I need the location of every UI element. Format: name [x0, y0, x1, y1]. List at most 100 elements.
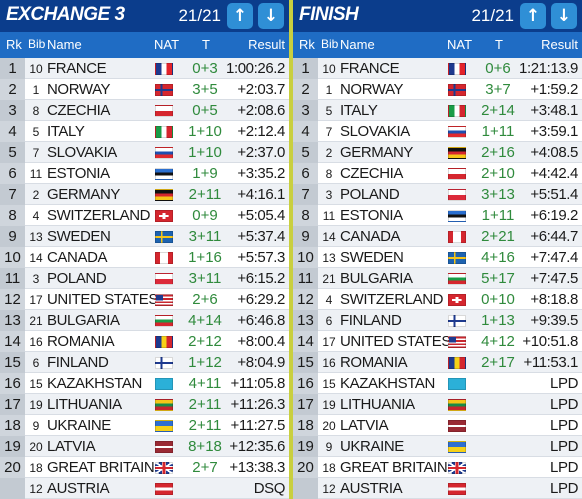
flag-icon-italy: [448, 105, 466, 117]
result-cell: +6:46.8: [237, 312, 285, 329]
team-name: FINLAND: [340, 312, 402, 329]
result-cell: +6:15.2: [237, 270, 285, 287]
penalty-cell: 0+9: [192, 207, 218, 224]
flag-icon-austria: [448, 483, 466, 495]
bib-cell: 3: [325, 188, 333, 202]
table-row: 3 8 CZECHIA 0+5 +2:08.6: [0, 100, 289, 121]
panel-title-bar: FINISH 21/21 ↑ ↓: [293, 0, 582, 32]
rank-cell: 7: [0, 184, 25, 205]
penalty-cell: 2+12: [188, 333, 222, 350]
flag-icon-poland: [155, 273, 173, 285]
col-t: T: [495, 37, 503, 52]
table-row: 19 20 LATVIA 8+18 +12:35.6: [0, 436, 289, 457]
table-row: 20 18 GREAT BRITAIN LPD: [293, 457, 582, 478]
rank-cell: 14: [293, 331, 318, 352]
flag-icon-great-britain: [155, 462, 173, 474]
scroll-down-button[interactable]: ↓: [551, 3, 577, 29]
team-name: ESTONIA: [47, 165, 110, 182]
result-cell: +4:08.5: [530, 144, 578, 161]
team-name: LATVIA: [47, 438, 96, 455]
bib-cell: 18: [322, 461, 336, 475]
result-cell: +6:44.7: [530, 228, 578, 245]
team-name: BULGARIA: [340, 270, 413, 287]
rank-cell: 13: [0, 310, 25, 331]
flag-icon-latvia: [155, 441, 173, 453]
table-row: 12 4 SWITZERLAND 0+10 +8:18.8: [293, 289, 582, 310]
team-name: LITHUANIA: [340, 396, 415, 413]
exchange-results-panel: EXCHANGE 3 21/21 ↑ ↓ Rk Bib Name NAT T R…: [0, 0, 289, 499]
panel-title-bar: EXCHANGE 3 21/21 ↑ ↓: [0, 0, 289, 32]
rank-cell: 5: [0, 142, 25, 163]
rank-cell: 18: [0, 415, 25, 436]
result-cell: +4:16.1: [237, 186, 285, 203]
penalty-cell: 2+14: [481, 102, 515, 119]
rank-cell: 16: [293, 373, 318, 394]
table-row: 5 7 SLOVAKIA 1+10 +2:37.0: [0, 142, 289, 163]
table-row: 20 18 GREAT BRITAIN 2+7 +13:38.3: [0, 457, 289, 478]
result-cell: +7:47.4: [530, 249, 578, 266]
bib-cell: 16: [322, 356, 336, 370]
table-row: 11 21 BULGARIA 5+17 +7:47.5: [293, 268, 582, 289]
result-cell: +11:26.3: [230, 396, 286, 413]
column-header: Rk Bib Name NAT T Result: [293, 32, 582, 58]
results-table: 1 10 FRANCE 0+6 1:21:13.9 2 1 NORWAY 3+7 +1:59.2 3…: [293, 58, 582, 499]
penalty-cell: 2+7: [192, 459, 218, 476]
rank-cell: 8: [293, 205, 318, 226]
rank-cell: 20: [0, 457, 25, 478]
result-cell: +3:35.2: [237, 165, 285, 182]
scroll-down-button[interactable]: ↓: [258, 3, 284, 29]
col-nat: NAT: [154, 37, 180, 52]
flag-icon-switzerland: [155, 210, 173, 222]
team-name: GREAT BRITAIN: [340, 459, 448, 476]
bib-cell: 13: [29, 230, 43, 244]
rank-cell: 11: [293, 268, 318, 289]
bib-cell: 18: [29, 461, 43, 475]
result-cell: LPD: [550, 396, 578, 413]
bib-cell: 16: [29, 335, 43, 349]
bib-cell: 9: [32, 419, 40, 433]
flag-icon-sweden: [448, 252, 466, 264]
table-row: 4 5 ITALY 1+10 +2:12.4: [0, 121, 289, 142]
result-cell: +11:05.8: [230, 375, 286, 392]
scroll-up-button[interactable]: ↑: [520, 3, 546, 29]
result-cell: +2:12.4: [237, 123, 285, 140]
penalty-cell: 2+11: [188, 186, 222, 203]
arrow-down-icon: ↓: [263, 6, 279, 26]
team-name: ESTONIA: [340, 207, 403, 224]
rank-cell: 13: [293, 310, 318, 331]
rank-cell: [293, 478, 318, 499]
flag-icon-canada: [155, 252, 173, 264]
rank-cell: [0, 478, 25, 499]
penalty-cell: 4+12: [481, 333, 515, 350]
panel-title: EXCHANGE 3: [6, 4, 125, 25]
table-row: 9 13 SWEDEN 3+11 +5:37.4: [0, 226, 289, 247]
table-row: 4 7 SLOVAKIA 1+11 +3:59.1: [293, 121, 582, 142]
rank-cell: 2: [0, 79, 25, 100]
table-row: 10 13 SWEDEN 4+16 +7:47.4: [293, 247, 582, 268]
result-cell: +5:57.3: [237, 249, 285, 266]
flag-icon-norway: [448, 84, 466, 96]
bib-cell: 13: [322, 251, 336, 265]
finish-results-panel: FINISH 21/21 ↑ ↓ Rk Bib Name NAT T Resul…: [293, 0, 582, 499]
team-name: ITALY: [340, 102, 378, 119]
bib-cell: 7: [325, 125, 333, 139]
result-cell: LPD: [550, 417, 578, 434]
result-cell: LPD: [550, 375, 578, 392]
rank-cell: 2: [293, 79, 318, 100]
team-name: ROMANIA: [340, 354, 408, 371]
flag-icon-bulgaria: [448, 273, 466, 285]
penalty-cell: 2+17: [481, 354, 515, 371]
scroll-up-button[interactable]: ↑: [227, 3, 253, 29]
team-name: CANADA: [340, 228, 401, 245]
team-name: AUSTRIA: [47, 480, 110, 497]
result-cell: +8:04.9: [237, 354, 285, 371]
rank-cell: 16: [0, 373, 25, 394]
penalty-cell: 0+5: [192, 102, 218, 119]
bib-cell: 8: [325, 167, 333, 181]
team-name: GERMANY: [47, 186, 121, 203]
col-rk: Rk: [299, 37, 315, 52]
penalty-cell: 4+16: [481, 249, 515, 266]
team-name: LITHUANIA: [47, 396, 122, 413]
table-row: 16 15 KAZAKHSTAN 4+11 +11:05.8: [0, 373, 289, 394]
flag-icon-italy: [155, 126, 173, 138]
